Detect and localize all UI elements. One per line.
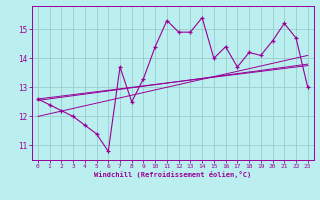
X-axis label: Windchill (Refroidissement éolien,°C): Windchill (Refroidissement éolien,°C) — [94, 171, 252, 178]
